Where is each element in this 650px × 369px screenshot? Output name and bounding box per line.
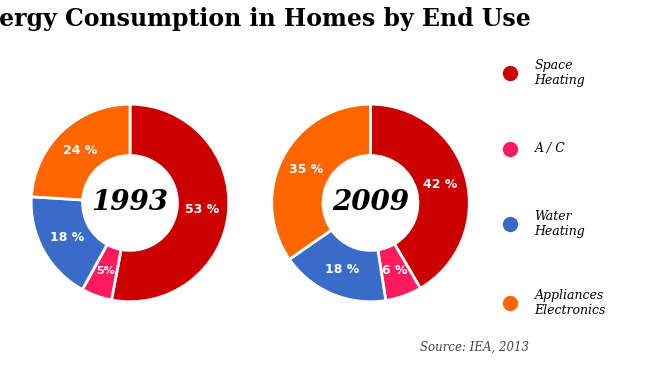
Text: Energy Consumption in Homes by End Use: Energy Consumption in Homes by End Use <box>0 7 530 31</box>
Wedge shape <box>31 197 107 290</box>
Text: 24 %: 24 % <box>64 144 98 157</box>
Text: 1993: 1993 <box>92 189 168 217</box>
Wedge shape <box>378 244 421 301</box>
Wedge shape <box>112 104 229 302</box>
Wedge shape <box>31 104 130 200</box>
Text: 53 %: 53 % <box>185 203 219 216</box>
Text: Space
Heating: Space Heating <box>534 59 585 87</box>
Text: Appliances
Electronics: Appliances Electronics <box>534 289 606 317</box>
Wedge shape <box>370 104 469 288</box>
Text: A / C: A / C <box>534 142 566 155</box>
Text: 42 %: 42 % <box>423 177 458 191</box>
Text: Source: IEA, 2013: Source: IEA, 2013 <box>420 341 529 354</box>
Text: 2009: 2009 <box>332 189 409 217</box>
Text: 18 %: 18 % <box>325 263 359 276</box>
Wedge shape <box>289 230 386 302</box>
Text: 5%: 5% <box>96 266 115 276</box>
Wedge shape <box>83 245 121 300</box>
Wedge shape <box>272 104 370 259</box>
Text: 6 %: 6 % <box>382 265 408 277</box>
Text: 18 %: 18 % <box>49 231 84 244</box>
Text: 35 %: 35 % <box>289 163 324 176</box>
Text: Water
Heating: Water Heating <box>534 210 585 238</box>
